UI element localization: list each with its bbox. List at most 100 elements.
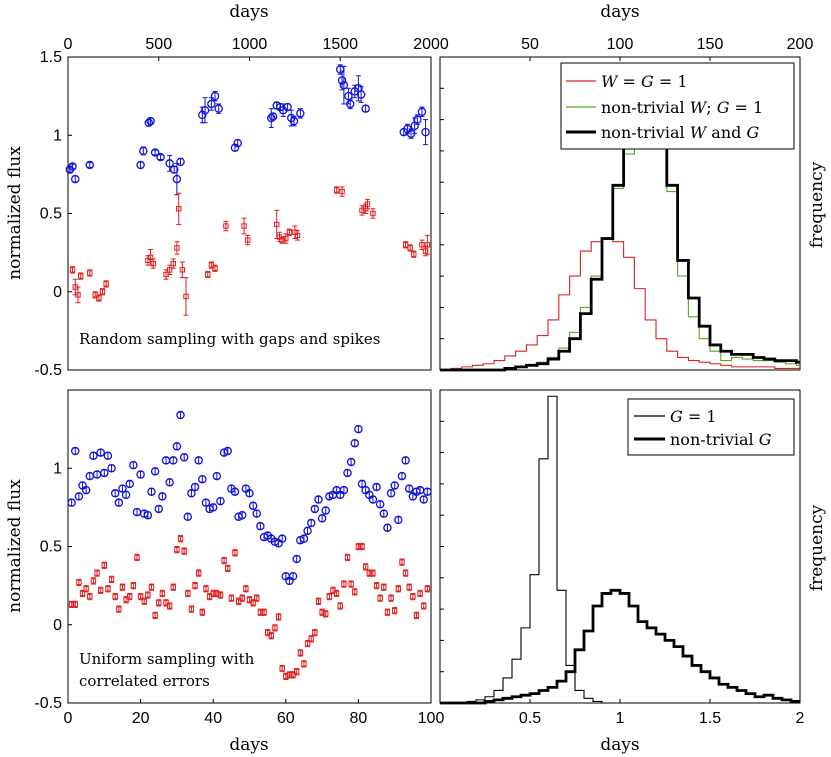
legend-label-black-thick: non-trivial W and G: [601, 123, 759, 142]
data-point-red: [339, 188, 345, 195]
data-point-red: [294, 232, 301, 239]
x-tick-label: 50: [521, 36, 539, 53]
x-tick-label: 1000: [232, 36, 268, 53]
data-point-red: [203, 586, 209, 592]
data-point-blue: [372, 482, 381, 492]
data-point-blue: [214, 104, 223, 113]
legend-label-green: non-trivial W; G = 1: [601, 98, 763, 117]
data-point-red: [373, 582, 380, 589]
data-point-blue: [386, 489, 396, 498]
data-point-blue: [107, 463, 116, 473]
data-point-blue: [310, 504, 320, 514]
data-point-blue: [212, 471, 222, 481]
data-point-blue: [268, 112, 278, 121]
data-point-red: [221, 557, 227, 564]
data-point-red: [83, 586, 89, 592]
data-point-red: [250, 600, 256, 606]
data-point-red: [359, 207, 365, 214]
mark-layer: [65, 64, 800, 705]
data-point-blue: [339, 485, 349, 495]
data-point-blue: [103, 451, 113, 460]
data-point-red: [326, 593, 333, 600]
data-point-red: [177, 535, 184, 542]
data-point-red: [148, 584, 155, 590]
data-point-blue: [339, 80, 349, 90]
data-point-blue: [390, 481, 399, 490]
data-point-blue: [417, 107, 427, 117]
data-point-red: [179, 267, 186, 273]
data-point-red: [244, 237, 251, 243]
data-point-blue: [223, 446, 232, 456]
data-point-red: [116, 606, 122, 612]
bottom-right-ylabel: frequency: [807, 504, 827, 591]
data-point-red: [94, 570, 100, 576]
data-point-red: [145, 257, 151, 264]
data-point-red: [293, 669, 300, 675]
bottom-left-xlabel: days: [229, 735, 268, 755]
data-point-red: [112, 593, 118, 600]
data-point-red: [188, 606, 195, 612]
data-point-red: [362, 564, 369, 570]
x-tick-label: 2000: [413, 36, 449, 53]
data-point-red: [399, 559, 405, 565]
x-tick-label: 0: [64, 36, 73, 53]
x-tick-label: 2: [796, 710, 805, 727]
data-point-red: [388, 595, 394, 601]
data-point-blue: [110, 489, 120, 498]
top-right-legend-box: [560, 62, 795, 150]
data-point-red: [315, 598, 322, 604]
x-tick-label: 60: [277, 710, 295, 727]
data-point-blue: [183, 512, 193, 522]
data-point-red: [170, 260, 176, 267]
data-point-red: [127, 593, 133, 600]
data-point-red: [214, 590, 220, 597]
data-point-red: [381, 584, 387, 590]
data-point-blue: [345, 99, 355, 109]
data-point-blue: [150, 467, 160, 476]
data-point-red: [337, 603, 343, 609]
data-point-blue: [136, 160, 145, 170]
data-point-red: [364, 201, 371, 207]
data-point-red: [292, 229, 298, 235]
y-tick-label: 1: [53, 127, 62, 144]
data-point-blue: [201, 498, 211, 507]
y-tick-label: 0.5: [40, 206, 62, 223]
tick-layer: 0 500 1000 1500 2000-0.500.511.550 100 150 2000…: [34, 36, 813, 727]
data-point-red: [137, 593, 144, 600]
data-point-red: [279, 665, 285, 672]
data-point-blue: [100, 468, 109, 478]
data-point-blue: [71, 446, 80, 456]
bottom-right-legend: G = 1 non-trivial G: [627, 398, 795, 456]
data-point-red: [413, 612, 420, 619]
data-point-red: [79, 590, 86, 597]
data-point-red: [156, 600, 162, 606]
x-tick-label: 100: [418, 710, 445, 727]
data-point-red: [417, 590, 423, 597]
data-point-blue: [350, 438, 360, 448]
top-right-x2label: days: [600, 2, 639, 22]
data-point-red: [424, 242, 431, 248]
data-point-blue: [277, 534, 287, 543]
data-point-red: [183, 293, 189, 300]
data-point-red: [145, 592, 151, 598]
data-point-red: [279, 237, 285, 243]
data-point-red: [205, 271, 211, 278]
data-point-blue: [165, 159, 174, 168]
data-point-red: [225, 565, 231, 572]
data-point-blue: [383, 523, 392, 532]
data-point-red: [217, 592, 224, 598]
data-point-blue: [419, 495, 428, 504]
data-point-blue: [114, 498, 124, 507]
top-right-legend: W = G = 1 non-trivial W; G = 1 non-trivi…: [560, 62, 795, 150]
data-point-blue: [404, 484, 414, 493]
bottom-right-xlabel: days: [600, 735, 639, 755]
data-point-blue: [289, 116, 299, 126]
data-point-blue: [169, 456, 178, 465]
data-point-red: [68, 601, 75, 608]
data-point-red: [174, 546, 180, 553]
data-point-blue: [207, 99, 216, 109]
data-point-red: [185, 590, 191, 597]
top-left-ylabel: normalized flux: [5, 146, 25, 280]
data-point-blue: [379, 509, 389, 518]
data-point-blue: [172, 442, 182, 451]
